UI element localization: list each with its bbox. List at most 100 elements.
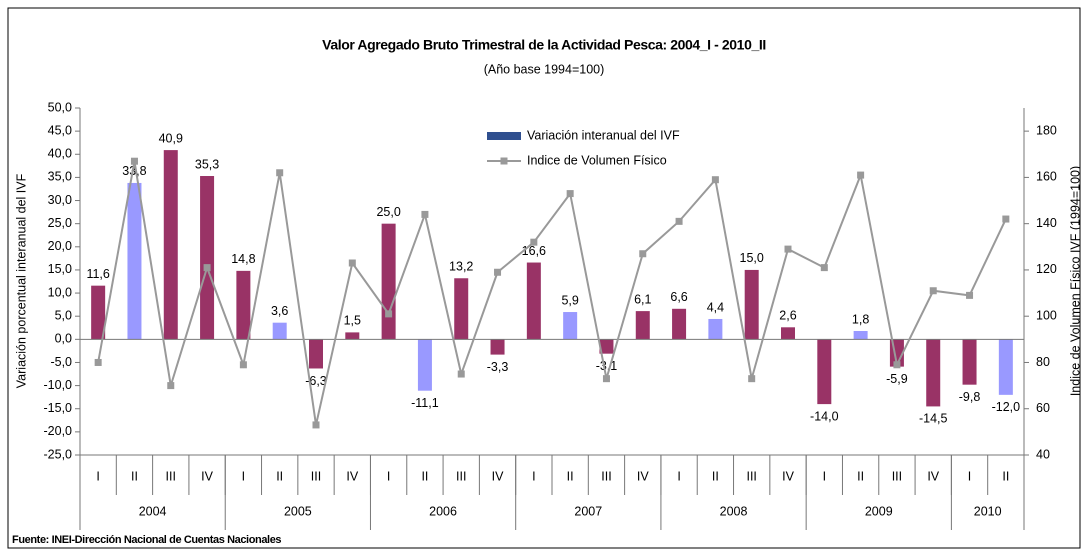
x-tick-label: I (968, 469, 971, 483)
y-tick-label: 35,0 (48, 170, 72, 184)
line-marker (203, 264, 211, 272)
y2-axis-title: Indice de Volumen Físico IVF (1994=100) (1068, 166, 1082, 396)
y-tick-label: 50,0 (48, 100, 72, 114)
x-tick-label: II (712, 469, 719, 483)
y2-tick-label: 180 (1036, 123, 1057, 137)
data-label: 11,6 (86, 267, 109, 281)
line-marker (966, 291, 974, 299)
y2-tick-label: 160 (1036, 170, 1057, 184)
y-tick-label: -10,0 (44, 378, 73, 392)
chart-frame (7, 7, 1081, 549)
y2-tick-label: 120 (1036, 262, 1057, 276)
data-label: 6,6 (670, 290, 687, 304)
y-tick-label: -15,0 (44, 401, 73, 415)
bar (309, 339, 323, 369)
y2-tick-label: 60 (1036, 401, 1050, 415)
x-tick-label: IV (201, 469, 213, 483)
line-marker (784, 245, 792, 253)
y2-tick-label: 40 (1036, 447, 1050, 461)
bar (236, 270, 251, 340)
x-tick-label: II (857, 469, 864, 483)
line-marker (385, 310, 393, 318)
x-tick-label: III (746, 469, 756, 483)
data-label: -5,9 (886, 372, 908, 386)
x-tick-label: I (96, 469, 99, 483)
bar (345, 332, 360, 340)
line-marker (857, 171, 865, 179)
x-tick-label: II (276, 469, 283, 483)
line-marker (675, 217, 683, 225)
bar (563, 312, 578, 340)
x-tick-label: III (166, 469, 176, 483)
bar (962, 339, 977, 385)
y-tick-label: 10,0 (48, 285, 72, 299)
group-label: 2005 (284, 504, 312, 518)
bar (381, 223, 396, 340)
chart-title: Valor Agregado Bruto Trimestral de la Ac… (322, 37, 766, 53)
x-tick-label: I (823, 469, 826, 483)
y-tick-label: 0,0 (55, 332, 72, 346)
bar (672, 308, 687, 340)
data-label: -11,1 (411, 396, 439, 410)
bar (744, 269, 759, 340)
x-tick-label: II (131, 469, 138, 483)
y-axis-title: Variación porcentual interanual del IVF (14, 173, 28, 388)
data-label: 1,5 (344, 314, 361, 328)
bar (635, 311, 650, 340)
x-tick-label: I (677, 469, 680, 483)
data-label: 5,9 (561, 293, 578, 307)
bar (853, 331, 868, 340)
bar (127, 182, 142, 340)
bar (599, 339, 614, 354)
legend-swatch (487, 132, 521, 140)
line-marker (748, 375, 756, 383)
line-marker (457, 370, 465, 378)
x-tick-label: II (1002, 469, 1009, 483)
line (97, 161, 1007, 426)
line-marker (711, 176, 719, 184)
line-marker (820, 264, 828, 272)
bar (163, 150, 178, 340)
y-tick-label: 45,0 (48, 123, 72, 137)
y-tick-label: 30,0 (48, 193, 72, 207)
legend-label: Indice de Volumen Físico (527, 153, 667, 167)
bar (200, 176, 215, 340)
line-marker (1002, 215, 1010, 223)
bar (708, 318, 723, 340)
group-label: 2008 (720, 504, 748, 518)
data-label: 13,2 (449, 260, 473, 274)
bar (272, 322, 287, 340)
group-label: 2006 (429, 504, 457, 518)
chart-subtitle: (Año base 1994=100) (484, 62, 605, 76)
line-marker (348, 259, 356, 267)
data-label: -14,0 (810, 409, 839, 423)
bar (781, 327, 795, 340)
data-label: 4,4 (707, 300, 724, 314)
x-tick-label: III (311, 469, 321, 483)
line-marker (566, 190, 574, 198)
y2-tick-label: 80 (1036, 355, 1050, 369)
bar (817, 339, 832, 405)
legend-swatch (500, 157, 508, 165)
y-tick-label: 25,0 (48, 216, 72, 230)
data-label: 25,0 (376, 205, 400, 219)
group-label: 2009 (865, 504, 893, 518)
data-label: -12,0 (992, 400, 1021, 414)
bar (454, 278, 469, 340)
data-label: 40,9 (159, 131, 183, 145)
bar (417, 339, 432, 391)
data-label: -3,3 (487, 360, 509, 374)
data-label: 6,1 (634, 292, 651, 306)
y-tick-label: -5,0 (50, 355, 72, 369)
bar (998, 339, 1013, 395)
line-marker (167, 382, 175, 390)
y-tick-label: -25,0 (44, 447, 73, 461)
y-tick-label: -20,0 (44, 424, 73, 438)
line-marker (893, 361, 901, 369)
bar (490, 339, 505, 355)
x-tick-label: IV (927, 469, 939, 483)
line-marker (530, 238, 538, 246)
y-tick-label: 5,0 (55, 308, 72, 322)
x-tick-label: I (242, 469, 245, 483)
